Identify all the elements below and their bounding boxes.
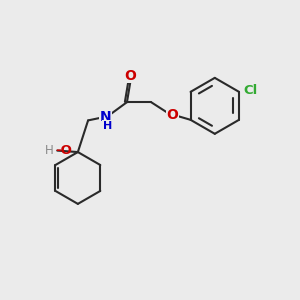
Text: O: O	[167, 107, 178, 122]
Text: H: H	[103, 121, 112, 131]
Text: N: N	[100, 110, 112, 124]
Text: -O: -O	[55, 144, 72, 157]
Text: H: H	[45, 144, 53, 157]
Text: Cl: Cl	[243, 84, 258, 97]
Text: O: O	[124, 69, 136, 83]
